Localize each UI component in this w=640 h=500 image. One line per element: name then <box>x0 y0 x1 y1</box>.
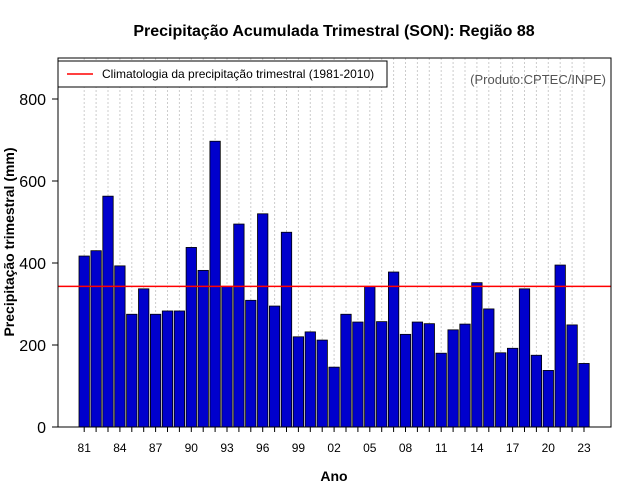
bar-2015 <box>483 308 495 428</box>
bar-2011 <box>435 352 447 428</box>
x-tick-label: 93 <box>220 441 234 455</box>
legend-box <box>57 60 388 88</box>
bar-2007 <box>387 271 400 428</box>
bar-2014 <box>471 282 483 428</box>
x-tick-label: 23 <box>577 441 591 455</box>
legend: Climatologia da precipitação trimestral … <box>57 60 388 88</box>
bar-2022 <box>566 324 578 428</box>
bar-2018 <box>518 288 531 428</box>
bar-2017 <box>506 347 519 428</box>
gridlines <box>83 58 585 427</box>
bar-1987 <box>149 313 162 428</box>
bar-1991 <box>197 269 209 428</box>
x-tick-label: 99 <box>292 441 306 455</box>
y-tick-label: 800 <box>19 92 46 109</box>
bar-1996 <box>257 213 269 428</box>
x-tick-label: 20 <box>542 441 556 455</box>
bar-2020 <box>542 370 554 428</box>
bar-1995 <box>245 299 257 428</box>
x-tick-label: 84 <box>113 441 127 455</box>
bar-2013 <box>459 323 471 428</box>
bar-2023 <box>578 363 590 428</box>
bar-1999 <box>292 336 305 428</box>
bar-2005 <box>364 285 376 428</box>
bar-2006 <box>376 321 388 428</box>
bar-2021 <box>554 264 566 428</box>
x-tick-label: 02 <box>327 441 341 455</box>
bar-2002 <box>328 366 340 428</box>
bars <box>78 140 590 428</box>
bar-1998 <box>280 231 293 428</box>
y-tick-label: 400 <box>19 256 46 273</box>
bar-1993 <box>221 285 233 428</box>
bar-1983 <box>102 195 114 428</box>
bar-2004 <box>352 321 364 428</box>
legend-label: Climatologia da precipitação trimestral … <box>102 67 374 81</box>
bar-1990 <box>185 247 197 428</box>
bar-1985 <box>126 313 138 428</box>
x-tick-label: 14 <box>470 441 484 455</box>
y-tick-label: 200 <box>19 338 46 355</box>
bar-1986 <box>138 288 150 428</box>
bar-1989 <box>173 310 185 428</box>
bar-1994 <box>233 223 245 428</box>
x-tick-label: 11 <box>435 441 448 455</box>
x-tick-label: 96 <box>256 441 270 455</box>
bar-2000 <box>304 331 316 428</box>
x-axis-label: Ano <box>320 468 347 484</box>
bar-2009 <box>411 321 424 428</box>
x-tick-label: 81 <box>78 441 92 455</box>
y-tick-label: 600 <box>19 174 46 191</box>
bar-1981 <box>78 255 90 428</box>
bar-2010 <box>423 323 435 428</box>
bar-2019 <box>530 354 543 428</box>
bar-1982 <box>90 250 102 428</box>
bar-2012 <box>447 329 459 428</box>
bar-1997 <box>268 305 281 428</box>
bar-1984 <box>114 265 126 428</box>
y-axis-label: Precipitação trimestral (mm) <box>1 147 17 336</box>
bar-2001 <box>316 339 328 428</box>
x-tick-label: 87 <box>149 441 163 455</box>
x-tick-label: 17 <box>506 441 520 455</box>
y-axis: 0 200 400 600 800 <box>19 92 59 437</box>
chart-title: Precipitação Acumulada Trimestral (SON):… <box>133 23 534 40</box>
y-tick-label: 0 <box>37 420 46 437</box>
bar-1988 <box>161 310 174 428</box>
bar-2008 <box>399 333 412 428</box>
bar-1992 <box>209 140 221 428</box>
x-tick-label: 05 <box>363 441 377 455</box>
credit-label: (Produto:CPTEC/INPE) <box>470 72 606 87</box>
x-tick-label: 90 <box>185 441 199 455</box>
bar-2016 <box>495 352 507 428</box>
bar-2003 <box>340 313 352 428</box>
x-axis: 81 84 87 90 93 96 99 02 05 08 11 14 17 20 23 <box>78 426 591 455</box>
x-tick-label: 08 <box>399 441 413 455</box>
